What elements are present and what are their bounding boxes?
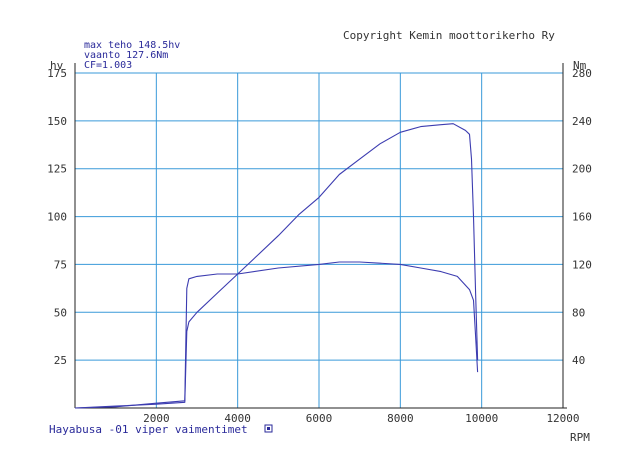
right-tick-label: 280 — [572, 67, 592, 80]
x-tick-label: 10000 — [465, 412, 498, 425]
left-tick-label: 125 — [47, 163, 67, 176]
left-tick-label: 25 — [54, 354, 67, 367]
right-tick-label: 120 — [572, 258, 592, 271]
correction-factor-text: CF=1.003 — [84, 60, 133, 71]
right-tick-label: 40 — [572, 354, 585, 367]
right-tick-label: 80 — [572, 306, 585, 319]
left-axis-label: hv — [50, 59, 64, 72]
x-tick-label: 8000 — [387, 412, 414, 425]
right-tick-label: 240 — [572, 115, 592, 128]
x-tick-label: 6000 — [306, 412, 333, 425]
x-tick-label: 12000 — [546, 412, 579, 425]
left-tick-label: 100 — [47, 211, 67, 224]
grid — [75, 72, 563, 408]
left-tick-label: 50 — [54, 306, 67, 319]
left-tick-label: 75 — [54, 258, 67, 271]
caption-box-dot — [267, 427, 270, 430]
copyright-text: Copyright Kemin moottorikerho Ry — [343, 29, 555, 42]
x-tick-label: 4000 — [224, 412, 251, 425]
right-tick-label: 200 — [572, 163, 592, 176]
right-axis-label: Nm — [573, 59, 587, 72]
left-tick-label: 150 — [47, 115, 67, 128]
power-curve — [74, 123, 479, 409]
caption-box-icon — [264, 424, 273, 433]
tick-labels: 2000 4000 6000 8000 10000 12000 25 50 75 100 125 15… — [47, 67, 592, 425]
chart-labels: hv Nm RPM — [50, 59, 590, 444]
max-power-text: max teho 148.5hv — [84, 40, 181, 51]
torque-curve — [74, 261, 479, 409]
x-tick-label: 2000 — [143, 412, 170, 425]
x-axis-label: RPM — [570, 431, 590, 444]
max-torque-text: vaanto 127.6Nm — [84, 50, 169, 61]
left-tick-label: 175 — [47, 67, 67, 80]
axes — [74, 63, 567, 409]
right-tick-label: 160 — [572, 211, 592, 224]
chart-caption: Hayabusa -01 viper vaimentimet — [49, 423, 248, 436]
curves — [74, 123, 479, 409]
